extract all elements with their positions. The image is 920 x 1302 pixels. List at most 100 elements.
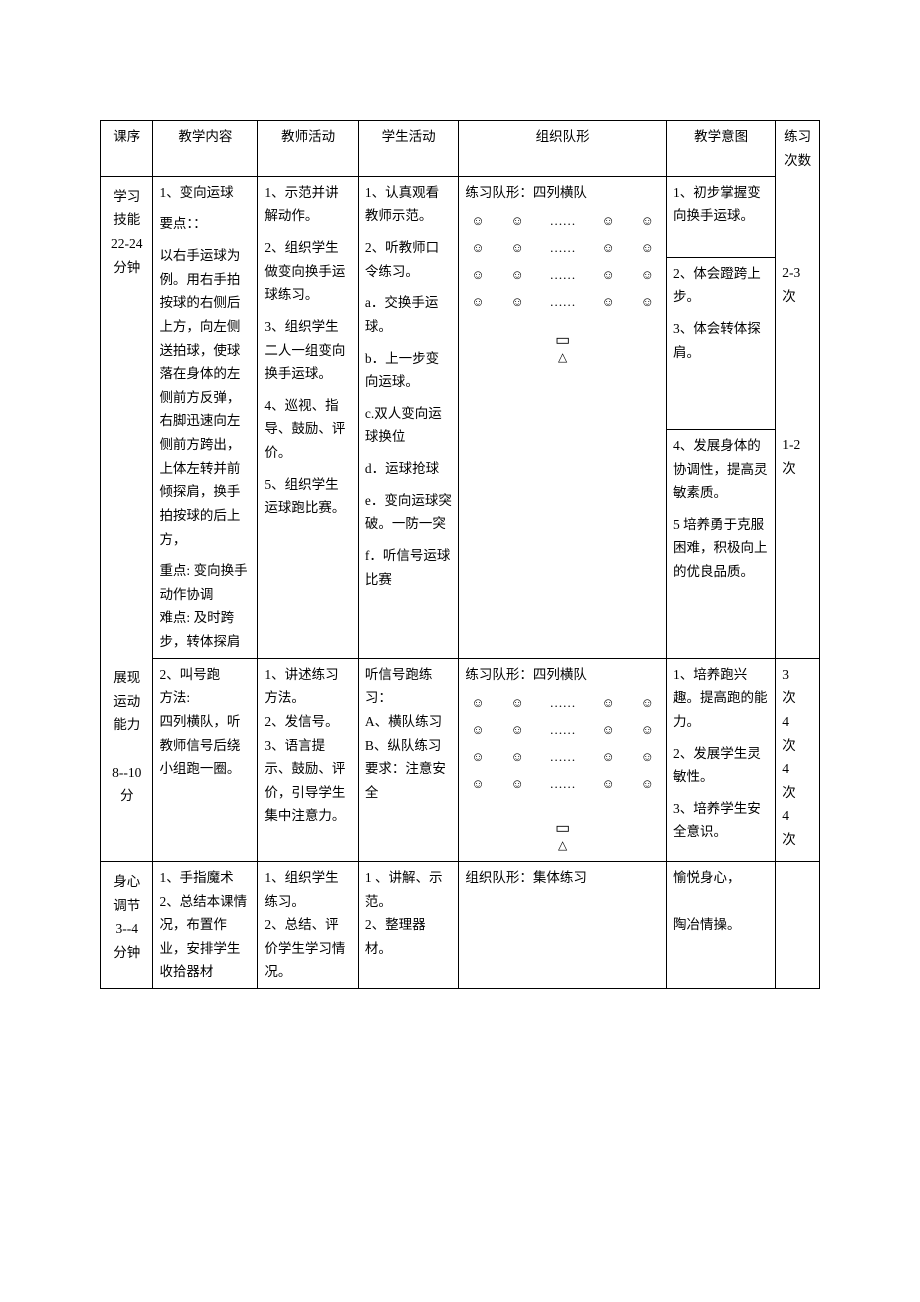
count-ability-3: 4 次: [782, 757, 813, 804]
smile-icon: ☺: [641, 719, 654, 742]
formation-grid-1: ☺☺……☺☺☺☺……☺☺☺☺……☺☺☺☺……☺☺: [465, 208, 660, 315]
smile-icon: ☺: [471, 773, 484, 796]
content-skill-key: 重点: 变向换手动作协调 难点: 及时跨步，转体探肩: [159, 559, 251, 654]
smile-icon: ☺: [641, 692, 654, 715]
intent-skill-bot: 4、发展身体的协调性，提高灵敏素质。 5 培养勇于克服困难，积极向上的优良品质。: [666, 429, 775, 658]
formation-row: ☺☺……☺☺: [465, 717, 660, 744]
smile-icon: ☺: [641, 773, 654, 796]
teacher-icon-2: ▭ △: [465, 815, 660, 857]
formation-row: ☺☺……☺☺: [465, 771, 660, 798]
smile-icon: ☺: [602, 264, 615, 287]
formation-skill: 练习队形：四列横队 ☺☺……☺☺☺☺……☺☺☺☺……☺☺☺☺……☺☺ ▭ △: [459, 176, 667, 658]
dots-icon: ……: [550, 746, 576, 769]
formation-row: ☺☺……☺☺: [465, 208, 660, 235]
seq-skill-text: 学习技能 22-24 分钟: [107, 185, 146, 280]
dots-icon: ……: [550, 773, 576, 796]
smile-icon: ☺: [471, 210, 484, 233]
student-skill-e: e．变向运球突破。一防一突: [365, 489, 453, 536]
teacher-skill-3: 3、组织学生二人一组变向换手运球。: [264, 315, 352, 386]
row-skill-top: 学习技能 22-24 分钟 1、变向运球 要点：： 以右手运球为例。用右手拍按球…: [101, 176, 820, 257]
smile-icon: ☺: [471, 291, 484, 314]
intent-skill-1: 1、初步掌握变向换手运球。: [666, 176, 775, 257]
formation-ability: 练习队形：四列横队 ☺☺……☺☺☺☺……☺☺☺☺……☺☺☺☺……☺☺ ▭ △: [459, 658, 667, 861]
smile-icon: ☺: [471, 719, 484, 742]
smile-icon: ☺: [641, 237, 654, 260]
content-skill: 1、变向运球 要点：： 以右手运球为例。用右手拍按球的右侧后上方，向左侧送拍球，…: [153, 176, 258, 658]
hdr-intent: 教学意图: [666, 121, 775, 177]
student-skill: 1、认真观看教师示范。 2、听教师口令练习。 a．交换手运球。 b．上一步变向运…: [358, 176, 459, 658]
smile-icon: ☺: [602, 291, 615, 314]
smile-icon: ☺: [641, 746, 654, 769]
smile-icon: ☺: [511, 237, 524, 260]
teacher-ability: 1、讲述练习方法。 2、发信号。 3、语言提示、鼓励、评价，引导学生集中注意力。: [258, 658, 359, 861]
student-skill-f: f．听信号运球比赛: [365, 544, 453, 591]
formation-skill-label: 练习队形：四列横队: [465, 181, 660, 205]
dots-icon: ……: [550, 210, 576, 233]
hdr-formation: 组织队形: [459, 121, 667, 177]
smile-icon: ☺: [511, 773, 524, 796]
intent-ability-1: 1、培养跑兴趣。提高跑的能力。: [673, 663, 769, 734]
intent-skill-mid: 2、体会蹬跨上步。 3、体会转体探肩。: [666, 257, 775, 429]
teacher-skill: 1、示范并讲解动作。 2、组织学生做变向换手运球练习。 3、组织学生二人一组变向…: [258, 176, 359, 658]
hdr-student: 学生活动: [358, 121, 459, 177]
intent-ability: 1、培养跑兴趣。提高跑的能力。 2、发展学生灵敏性。 3、培养学生安全意识。: [666, 658, 775, 861]
smile-icon: ☺: [471, 264, 484, 287]
smile-icon: ☺: [511, 692, 524, 715]
smile-icon: ☺: [641, 291, 654, 314]
teacher-skill-4: 4、巡视、指导、鼓励、评价。: [264, 394, 352, 465]
student-skill-1: 1、认真观看教师示范。: [365, 181, 453, 228]
count-relax: [776, 861, 820, 988]
smile-icon: ☺: [471, 237, 484, 260]
smile-icon: ☺: [602, 746, 615, 769]
intent-skill-3: 3、体会转体探肩。: [673, 317, 769, 364]
teacher-skill-5: 5、组织学生运球跑比赛。: [264, 473, 352, 520]
seq-ability: 展现运动能力 8--10 分: [101, 658, 153, 861]
formation-row: ☺☺……☺☺: [465, 744, 660, 771]
count-skill-2: 1-2 次: [776, 429, 820, 658]
intent-ability-3: 3、培养学生安全意识。: [673, 797, 769, 844]
student-skill-c: c.双人变向运球换位: [365, 402, 453, 449]
student-ability: 听信号跑练习： A、横队练习 B、纵队练习 要求：注意安全: [358, 658, 459, 861]
row-relax: 身心调节 3--4 分钟 1、手指魔术 2、总结本课情况，布置作业，安排学生收拾…: [101, 861, 820, 988]
intent-skill-4: 4、发展身体的协调性，提高灵敏素质。: [673, 434, 769, 505]
teacher-relax-2: 2、总结、评价学生学习情况。: [264, 913, 352, 984]
student-skill-b: b．上一步变向运球。: [365, 347, 453, 394]
smile-icon: ☺: [602, 719, 615, 742]
smile-icon: ☺: [511, 210, 524, 233]
smile-icon: ☺: [602, 692, 615, 715]
teacher-ability-2: 2、发信号。: [264, 710, 352, 734]
seq-skill: 学习技能 22-24 分钟: [101, 176, 153, 658]
dots-icon: ……: [550, 291, 576, 314]
dots-icon: ……: [550, 264, 576, 287]
content-skill-points: 以右手运球为例。用右手拍按球的右侧后上方，向左侧送拍球，使球落在身体的左侧前方反…: [159, 244, 251, 551]
student-skill-2: 2、听教师口令练习。: [365, 236, 453, 283]
smile-icon: ☺: [471, 692, 484, 715]
teacher-relax: 1、组织学生练习。 2、总结、评价学生学习情况。: [258, 861, 359, 988]
hdr-content: 教学内容: [153, 121, 258, 177]
board-icon-2: ▭ △: [555, 821, 570, 853]
hdr-count: 练习次数: [776, 121, 820, 177]
lesson-plan-table: 课序 教学内容 教师活动 学生活动 组织队形 教学意图 练习次数 学习技能 22…: [100, 120, 820, 989]
content-relax: 1、手指魔术 2、总结本课情况，布置作业，安排学生收拾器材: [153, 861, 258, 988]
smile-icon: ☺: [511, 746, 524, 769]
formation-row: ☺ ☺ …… ☺ ☺: [465, 289, 660, 316]
count-skill-1: 2-3 次: [776, 257, 820, 429]
count-ability-1: 3 次: [782, 663, 813, 710]
teacher-skill-1: 1、示范并讲解动作。: [264, 181, 352, 228]
intent-skill-5: 5 培养勇于克服困难，积极向上的优良品质。: [673, 513, 769, 584]
teacher-icon-1: ▭ △: [465, 327, 660, 369]
formation-row: ☺☺……☺☺: [465, 262, 660, 289]
hdr-teacher: 教师活动: [258, 121, 359, 177]
board-icon: ▭ △: [555, 333, 570, 365]
smile-icon: ☺: [602, 237, 615, 260]
count-ability: 3 次 4 次 4 次 4 次: [776, 658, 820, 861]
student-relax: 1 、讲解、示范。 2、整理器材。: [358, 861, 459, 988]
formation-row: ☺☺……☺☺: [465, 690, 660, 717]
content-ability: 2、叫号跑 方法: 四列横队，听教师信号后绕小组跑一圈。: [153, 658, 258, 861]
seq-ability-text: 展现运动能力 8--10 分: [107, 666, 146, 808]
formation-grid-2: ☺☺……☺☺☺☺……☺☺☺☺……☺☺☺☺……☺☺: [465, 690, 660, 797]
content-skill-plabel: 要点：：: [159, 212, 251, 236]
content-skill-head: 1、变向运球: [159, 181, 251, 205]
smile-icon: ☺: [511, 291, 524, 314]
student-skill-d: d．运球抢球: [365, 457, 453, 481]
